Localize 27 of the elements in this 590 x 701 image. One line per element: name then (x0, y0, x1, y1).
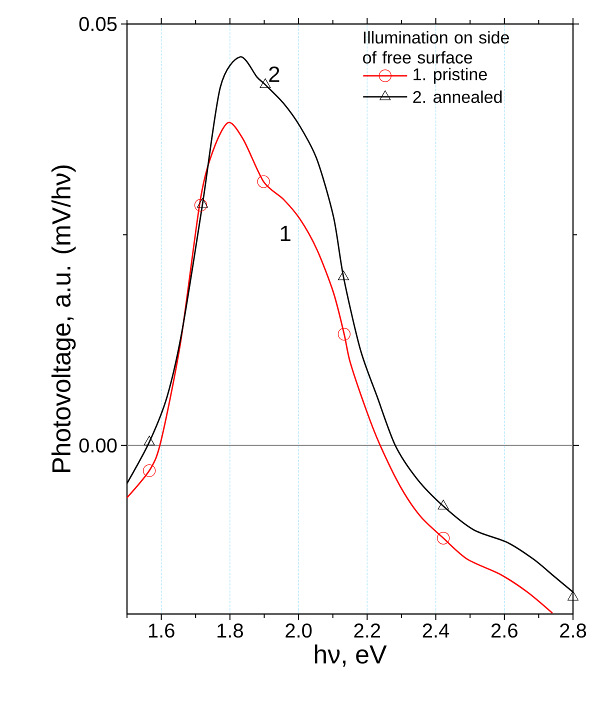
x-tick-label: 2.0 (286, 624, 312, 638)
x-tick-label: 2.2 (354, 624, 380, 638)
legend-label: 2. annealed (413, 90, 502, 104)
point (144, 436, 155, 446)
point (437, 532, 450, 544)
y-axis-title: Photovoltage, a.u. (mV/hν) (51, 166, 76, 472)
x-tick-label: 1.6 (148, 624, 174, 638)
annotation: 1 (280, 226, 290, 242)
point (257, 175, 270, 188)
point (194, 198, 208, 212)
legend-label: 1. pristine (414, 68, 487, 84)
point (338, 328, 350, 340)
y-tick-label: 0.05 (79, 16, 117, 32)
point (143, 464, 156, 478)
x-tick-label: 1.8 (218, 624, 243, 638)
annotation: 2 (269, 66, 280, 82)
point (260, 78, 271, 88)
legend-title: Illumination on side of free surface (363, 31, 509, 64)
x-axis-title: hν, eV (314, 644, 387, 667)
x-tick-label: 2.6 (491, 624, 518, 638)
y-tick-label: 0.00 (79, 438, 117, 453)
point (438, 500, 449, 510)
point (196, 198, 208, 208)
x-tick-label: 2.8 (560, 624, 586, 638)
x-tick-label: 2.4 (422, 624, 450, 638)
point (338, 270, 349, 280)
line-series (126, 122, 554, 614)
